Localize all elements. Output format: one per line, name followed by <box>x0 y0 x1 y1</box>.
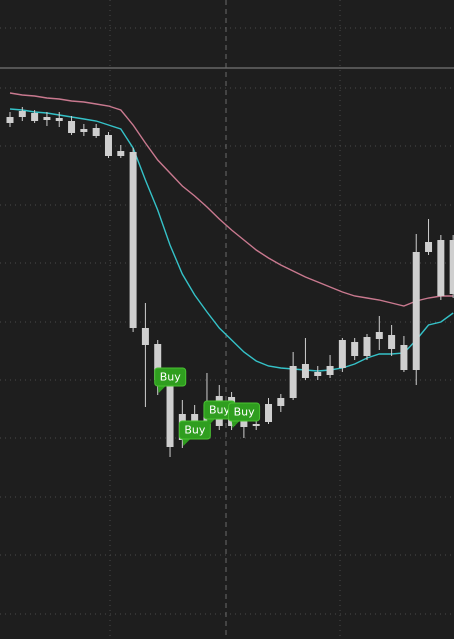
candle <box>68 116 76 135</box>
candle-body <box>252 424 260 426</box>
candle-body <box>375 332 383 339</box>
candle <box>388 325 396 356</box>
ma-line <box>9 92 454 307</box>
candle <box>437 235 445 300</box>
candle <box>43 112 51 126</box>
candle-body <box>351 342 359 356</box>
candle <box>80 124 88 136</box>
buy-tag-pointer <box>182 438 192 446</box>
candle-body <box>117 151 125 156</box>
candle <box>400 336 408 372</box>
buy-tag-label: Buy <box>160 371 182 384</box>
candle-body <box>449 240 454 294</box>
moving-averages <box>9 92 454 372</box>
candle-body <box>68 121 76 133</box>
candle-body <box>363 337 371 356</box>
buy-tag-box <box>154 367 187 387</box>
candle <box>265 398 273 424</box>
candle-body <box>6 117 14 123</box>
candle-body <box>80 129 88 132</box>
candle-body <box>166 380 174 447</box>
candle <box>289 352 297 400</box>
candle <box>104 132 112 158</box>
buy-tag: Buy <box>154 367 187 393</box>
buy-tag-label: Buy <box>234 406 256 419</box>
buy-tag: Buy <box>228 402 261 428</box>
candle-body <box>277 398 285 406</box>
candle-body <box>154 344 162 380</box>
buy-tag-pointer <box>231 420 241 428</box>
candle <box>18 107 26 121</box>
candle-body <box>31 113 39 121</box>
candle <box>92 124 100 138</box>
candle-body <box>141 328 149 345</box>
candle <box>363 334 371 360</box>
candle <box>449 235 454 298</box>
candle <box>55 112 63 127</box>
buy-tag-label: Buy <box>209 404 231 417</box>
candle-body <box>338 340 346 368</box>
candle-body <box>43 117 51 120</box>
candle-body <box>425 242 433 252</box>
candle-body <box>314 372 322 376</box>
candle-body <box>265 404 273 422</box>
buy-tag-label: Buy <box>184 424 206 437</box>
candle-body <box>289 366 297 398</box>
candles <box>6 107 454 457</box>
ma-line <box>9 108 454 372</box>
candle <box>425 219 433 255</box>
candle <box>412 234 420 385</box>
candle-body <box>129 152 137 328</box>
candle <box>6 112 14 127</box>
candle-body <box>400 345 408 370</box>
candle <box>252 420 260 430</box>
candle-body <box>301 364 309 378</box>
candle-body <box>18 111 26 117</box>
candle <box>338 338 346 372</box>
candle-body <box>55 118 63 121</box>
buy-tag: Buy <box>203 400 236 426</box>
candle <box>277 394 285 412</box>
candle <box>351 338 359 360</box>
candle <box>129 148 137 332</box>
buy-tag-pointer <box>206 418 216 426</box>
candle-body <box>240 421 248 427</box>
candle-body <box>437 240 445 296</box>
buy-tag: Buy <box>178 420 211 446</box>
candle-body <box>388 335 396 349</box>
candle <box>141 303 149 407</box>
candle-body <box>104 135 112 156</box>
candle <box>314 366 322 380</box>
buy-tag-box <box>178 420 211 440</box>
candle <box>117 145 125 158</box>
candle-body <box>92 128 100 136</box>
candle <box>326 355 334 378</box>
candle <box>301 338 309 380</box>
buy-tag-box <box>228 402 261 422</box>
candle <box>31 110 39 123</box>
buy-tag-pointer <box>157 385 167 393</box>
candle-body <box>412 252 420 370</box>
candle-body <box>326 366 334 375</box>
candle <box>375 316 383 350</box>
